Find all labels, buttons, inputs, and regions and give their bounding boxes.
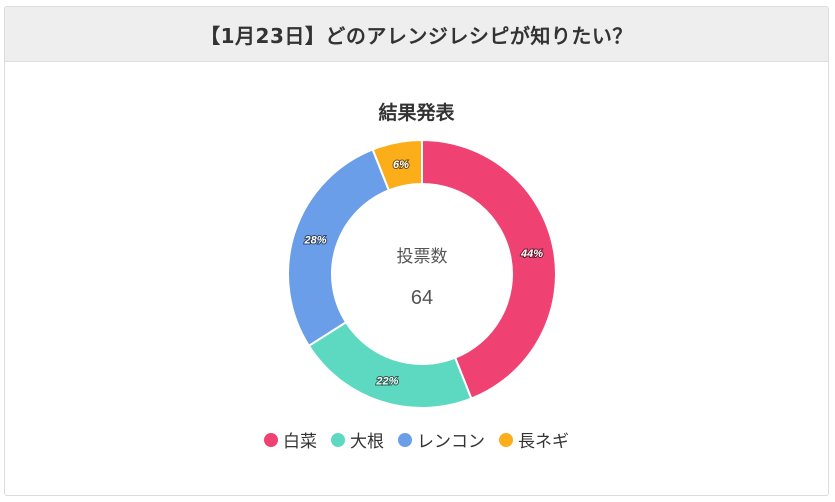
poll-result-card: 【1月23日】どのアレンジレシピが知りたい？ 結果発表 44% 22% 28% 6% … (4, 6, 829, 496)
slice-value-label: 44% (520, 248, 543, 260)
slice-naganegi[interactable] (371, 138, 423, 192)
legend-marker (398, 432, 412, 447)
poll-title: 【1月23日】どのアレンジレシピが知りたい？ (5, 7, 828, 62)
chart-legend: 白菜 大根 レンコン 長ネギ (5, 427, 828, 452)
legend-label: レンコン (417, 432, 485, 452)
donut-slice-labels: 44% 22% 28% 6% (302, 158, 544, 389)
legend-marker (331, 432, 345, 447)
legend-item-daikon[interactable]: 大根 (331, 427, 384, 452)
legend-item-renkon[interactable]: レンコン (398, 427, 485, 452)
legend-marker (264, 432, 278, 447)
legend-label: 大根 (350, 432, 384, 452)
center-label: 投票数 (397, 247, 448, 267)
chart-title: 結果発表 (378, 102, 455, 124)
donut-slices (287, 138, 557, 409)
donut-chart: 44% 22% 28% 6% 投票数 64 (287, 138, 557, 409)
legend-item-hakusai[interactable]: 白菜 (264, 427, 317, 452)
legend-label: 長ネギ (518, 432, 569, 452)
legend-marker (499, 432, 513, 447)
slice-renkon[interactable] (287, 148, 391, 348)
slice-value-label: 6% (393, 159, 409, 171)
legend-label: 白菜 (283, 432, 317, 452)
slice-value-label: 28% (303, 234, 326, 246)
slice-hakusai[interactable] (421, 138, 557, 400)
slice-daikon[interactable] (307, 320, 473, 409)
slice-value-label: 22% (375, 376, 398, 388)
center-value: 64 (411, 287, 433, 309)
legend-item-naganegi[interactable]: 長ネギ (499, 427, 569, 452)
